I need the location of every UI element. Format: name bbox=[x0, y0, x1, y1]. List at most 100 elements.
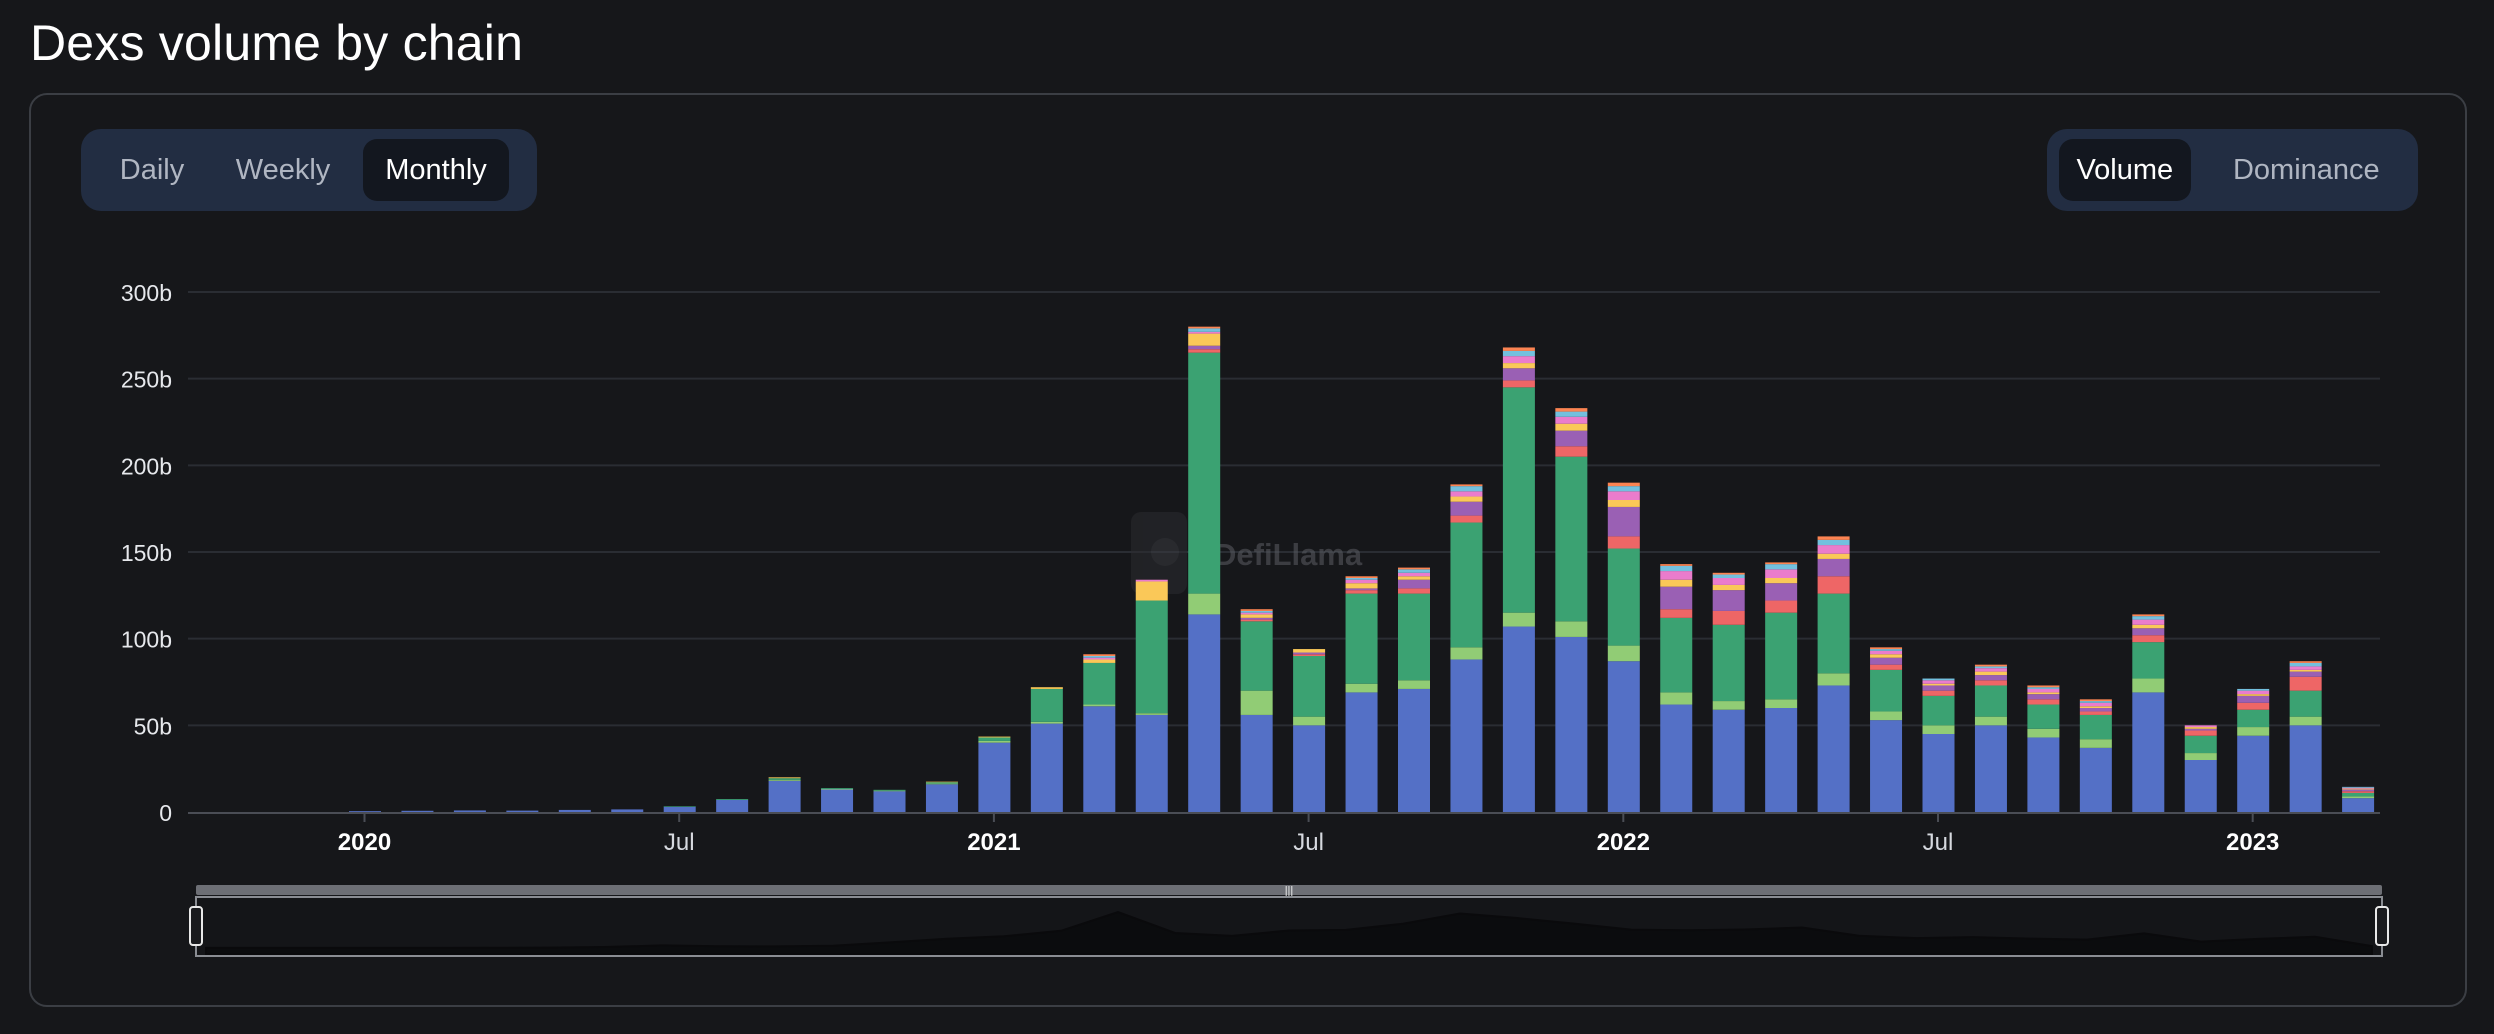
bar-segment[interactable] bbox=[2237, 695, 2270, 703]
bar-segment[interactable] bbox=[1660, 579, 1693, 587]
bar-segment[interactable] bbox=[1712, 610, 1745, 625]
bar-segment[interactable] bbox=[821, 788, 854, 789]
bar-segment[interactable] bbox=[2027, 688, 2060, 693]
bar-segment[interactable] bbox=[1870, 649, 1903, 651]
bar-segment[interactable] bbox=[1188, 331, 1221, 334]
bar-segment[interactable] bbox=[821, 788, 854, 790]
bar-segment[interactable] bbox=[1083, 706, 1116, 812]
bar-segment[interactable] bbox=[2132, 614, 2165, 617]
bar-segment[interactable] bbox=[1555, 621, 1588, 637]
bar-segment[interactable] bbox=[2289, 690, 2322, 717]
bar-segment[interactable] bbox=[1555, 423, 1588, 431]
bar-segment[interactable] bbox=[1345, 576, 1378, 578]
bar-segment[interactable] bbox=[2237, 702, 2270, 710]
bar-segment[interactable] bbox=[1240, 617, 1273, 620]
bar-segment[interactable] bbox=[1870, 647, 1903, 650]
bar-segment[interactable] bbox=[1293, 649, 1326, 653]
bar-segment[interactable] bbox=[2079, 701, 2112, 703]
bar-segment[interactable] bbox=[1398, 572, 1430, 577]
bar-segment[interactable] bbox=[1502, 368, 1535, 381]
bar-segment[interactable] bbox=[1555, 456, 1588, 622]
bar-segment[interactable] bbox=[925, 782, 958, 784]
bar-segment[interactable] bbox=[1660, 571, 1693, 580]
bar-segment[interactable] bbox=[2237, 694, 2270, 696]
bar-segment[interactable] bbox=[1712, 701, 1745, 710]
bar-segment[interactable] bbox=[1450, 486, 1483, 492]
bar-segment[interactable] bbox=[1345, 583, 1378, 589]
monthly-button[interactable]: Monthly bbox=[363, 139, 509, 201]
bar-segment[interactable] bbox=[1817, 673, 1850, 686]
bar-segment[interactable] bbox=[1030, 721, 1063, 724]
bar-segment[interactable] bbox=[1765, 564, 1798, 570]
bar-segment[interactable] bbox=[1450, 515, 1483, 523]
bar-segment[interactable] bbox=[2289, 725, 2322, 812]
bar-segment[interactable] bbox=[1765, 699, 1798, 708]
bar-segment[interactable] bbox=[1765, 708, 1798, 812]
bar-segment[interactable] bbox=[978, 742, 1011, 812]
zoom-bar-track[interactable] bbox=[196, 885, 2382, 895]
bar-segment[interactable] bbox=[2342, 786, 2375, 788]
bar-segment[interactable] bbox=[2132, 642, 2165, 679]
bar-segment[interactable] bbox=[1240, 621, 1273, 691]
bar-segment[interactable] bbox=[1083, 656, 1116, 658]
bar-segment[interactable] bbox=[1607, 491, 1640, 500]
bar-segment[interactable] bbox=[1870, 669, 1903, 712]
bar-segment[interactable] bbox=[978, 736, 1011, 738]
bar-segment[interactable] bbox=[1030, 687, 1063, 689]
bar-segment[interactable] bbox=[1240, 610, 1273, 613]
bar-segment[interactable] bbox=[2289, 671, 2322, 677]
bar-segment[interactable] bbox=[1607, 486, 1640, 492]
bar-segment[interactable] bbox=[1712, 624, 1745, 702]
bar-segment[interactable] bbox=[1345, 579, 1378, 584]
bar-segment[interactable] bbox=[506, 810, 539, 812]
bar-segment[interactable] bbox=[1555, 446, 1588, 457]
bar-segment[interactable] bbox=[716, 799, 749, 800]
bar-segment[interactable] bbox=[1922, 725, 1955, 734]
bar-segment[interactable] bbox=[1817, 576, 1850, 594]
bar-segment[interactable] bbox=[1450, 484, 1483, 487]
bar-segment[interactable] bbox=[1188, 345, 1221, 350]
bar-segment[interactable] bbox=[1712, 574, 1745, 578]
bar-segment[interactable] bbox=[2132, 635, 2165, 643]
daily-button[interactable]: Daily bbox=[119, 153, 185, 186]
zoom-right-handle[interactable] bbox=[2375, 906, 2389, 946]
bar-segment[interactable] bbox=[2184, 727, 2217, 729]
bar-segment[interactable] bbox=[1345, 683, 1378, 693]
bar-segment[interactable] bbox=[2079, 711, 2112, 715]
bar-segment[interactable] bbox=[1974, 666, 2007, 669]
bar-segment[interactable] bbox=[873, 790, 906, 792]
bar-segment[interactable] bbox=[1974, 716, 2007, 726]
bar-segment[interactable] bbox=[1398, 680, 1430, 689]
bar-segment[interactable] bbox=[1240, 690, 1273, 715]
bar-segment[interactable] bbox=[873, 791, 906, 812]
bar-segment[interactable] bbox=[2289, 716, 2322, 726]
bar-segment[interactable] bbox=[1345, 590, 1378, 594]
bar-segment[interactable] bbox=[768, 778, 801, 780]
bar-segment[interactable] bbox=[1974, 668, 2007, 672]
bar-segment[interactable] bbox=[2289, 676, 2322, 691]
bar-segment[interactable] bbox=[1765, 612, 1798, 700]
bar-segment[interactable] bbox=[1765, 600, 1798, 613]
data-zoom-slider[interactable]: ||| bbox=[189, 885, 2389, 957]
bar-segment[interactable] bbox=[1345, 692, 1378, 812]
bar-segment[interactable] bbox=[2027, 685, 2060, 688]
bar-segment[interactable] bbox=[2184, 753, 2217, 760]
bar-segment[interactable] bbox=[1817, 685, 1850, 812]
bar-segment[interactable] bbox=[1555, 430, 1588, 447]
bar-segment[interactable] bbox=[2184, 730, 2217, 736]
bar-segment[interactable] bbox=[1712, 584, 1745, 591]
bar-segment[interactable] bbox=[873, 789, 906, 791]
bar-segment[interactable] bbox=[1765, 583, 1798, 601]
bar-segment[interactable] bbox=[1450, 659, 1483, 812]
bar-segment[interactable] bbox=[1450, 501, 1483, 516]
bar-segment[interactable] bbox=[2184, 760, 2217, 812]
bar-segment[interactable] bbox=[2237, 709, 2270, 728]
bar-segment[interactable] bbox=[2289, 666, 2322, 670]
bar-segment[interactable] bbox=[1345, 578, 1378, 580]
bar-segment[interactable] bbox=[1974, 675, 2007, 681]
bar-segment[interactable] bbox=[453, 810, 486, 812]
bar-segment[interactable] bbox=[978, 737, 1011, 741]
bar-segment[interactable] bbox=[2342, 789, 2375, 792]
bar-segment[interactable] bbox=[1922, 678, 1955, 681]
bar-segment[interactable] bbox=[1974, 680, 2007, 686]
